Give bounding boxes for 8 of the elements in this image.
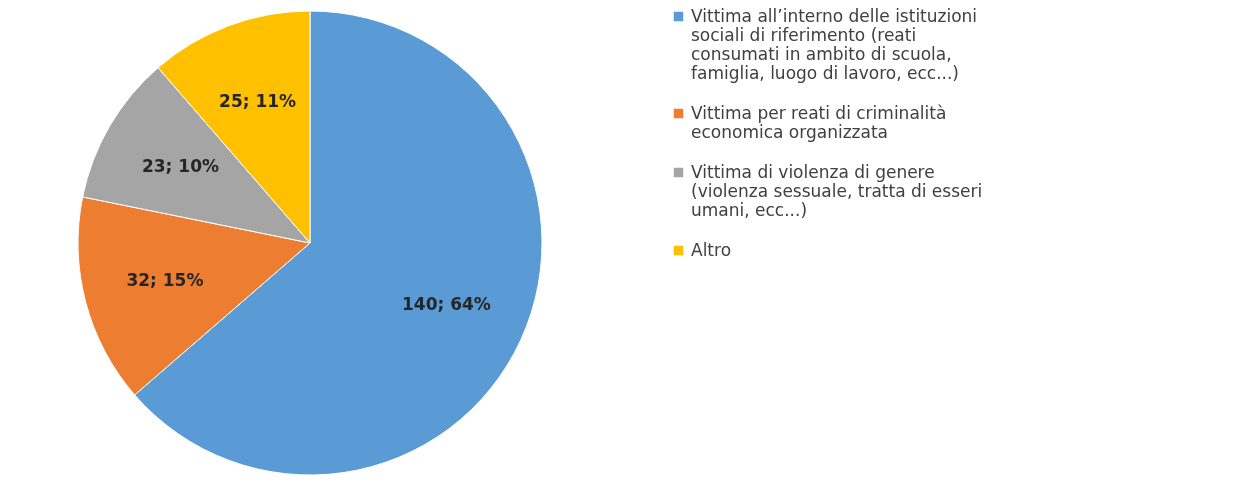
data-label: 23; 10%: [141, 156, 219, 177]
legend-label: Vittima all’interno delle istituzioni sociali di riferimento (reati consumati in ambito di scuola, famiglia, luogo di lavoro, ecc...): [691, 5, 978, 83]
legend-label: Vittima di violenza di genere (violenza sessuale, tratta di esseri umani, ecc...): [691, 161, 983, 220]
data-label: 25; 11%: [219, 91, 297, 112]
data-label: 140; 64%: [401, 294, 491, 315]
data-label: 32; 15%: [126, 270, 204, 291]
legend-label: Vittima per reati di criminalità economica organizzata: [691, 102, 947, 142]
legend-label: Altro: [691, 239, 732, 260]
